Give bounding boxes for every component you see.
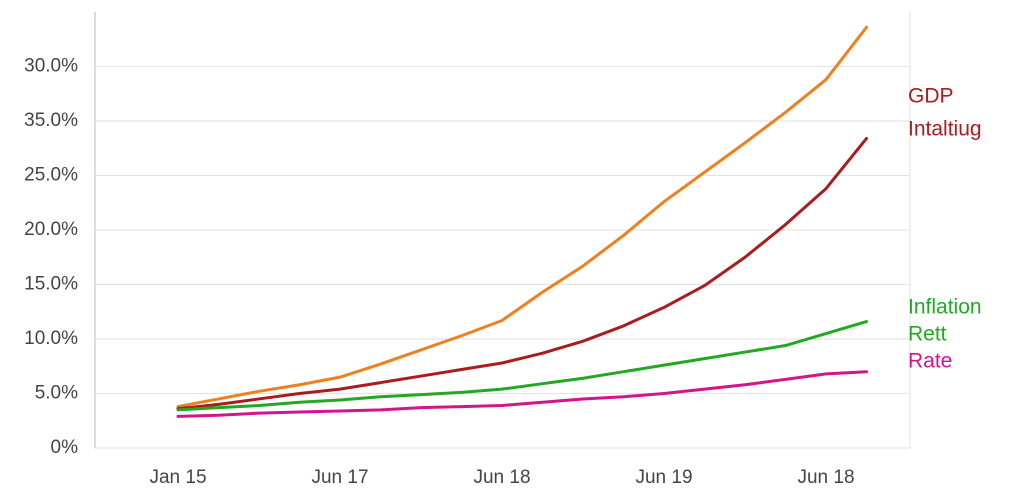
y-tick-label: 25.0% [24, 165, 78, 186]
line-series [176, 320, 868, 412]
y-tick-label: 35.0% [24, 110, 78, 131]
legend-label: Rate [908, 350, 952, 373]
x-tick-label: Jan 15 [149, 467, 206, 488]
y-tick-label: 0% [51, 437, 79, 458]
y-tick-label: 10.0% [24, 328, 78, 349]
y-tick-label: 5.0% [35, 383, 78, 404]
annotation: Intaltiug [908, 118, 982, 141]
x-tick-label: Jun 19 [635, 467, 692, 488]
y-tick-label: 20.0% [24, 219, 78, 240]
annotation: Rett [908, 323, 947, 346]
line-series [176, 25, 868, 409]
legend-label: GDP [908, 85, 954, 108]
x-tick-label: Jun 18 [797, 467, 854, 488]
legend-label: Inflation [908, 296, 982, 319]
line-series [176, 370, 868, 418]
y-tick-label: 30.0% [24, 56, 78, 77]
x-tick-label: Jun 18 [473, 467, 530, 488]
y-tick-label: 15.0% [24, 274, 78, 295]
x-tick-label: Jun 17 [311, 467, 368, 488]
line-series [176, 136, 868, 411]
